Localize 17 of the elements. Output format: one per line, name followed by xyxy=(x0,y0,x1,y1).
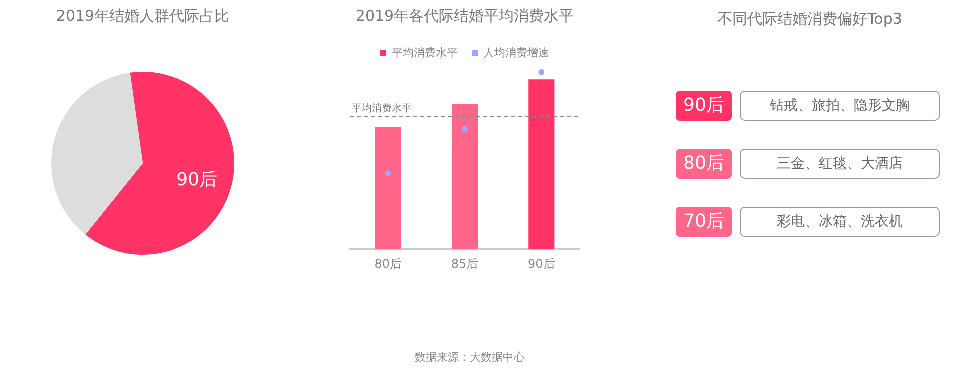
legend-label: 平均消费水平 xyxy=(392,46,458,60)
category-label: 90后 xyxy=(676,91,732,121)
chart-title: 2019年结婚人群代际占比 xyxy=(56,6,230,25)
text: 彩电、冰箱、洗衣机 xyxy=(740,207,940,237)
slice-label: 90后 xyxy=(176,169,218,190)
legend-label: 人均消费增速 xyxy=(484,46,550,60)
text: 钻戒、旅拍、隐形文胸 xyxy=(740,91,940,121)
category-label: 80后 xyxy=(676,149,732,179)
x-tick-label: 85后 xyxy=(451,256,479,271)
source-note: 数据来源：大数据中心 xyxy=(414,350,526,365)
chart-title: 2019年各代际结婚平均消费水平 xyxy=(356,6,574,25)
ref-line-label: 平均消费水平 xyxy=(352,102,412,114)
x-tick-label: 90后 xyxy=(528,256,556,271)
text: 不同代际结婚消费偏好Top3 xyxy=(716,10,904,30)
text: 三金、红毯、大酒店 xyxy=(740,149,940,179)
category-label: 70后 xyxy=(676,207,732,237)
x-tick-label: 80后 xyxy=(374,256,402,271)
